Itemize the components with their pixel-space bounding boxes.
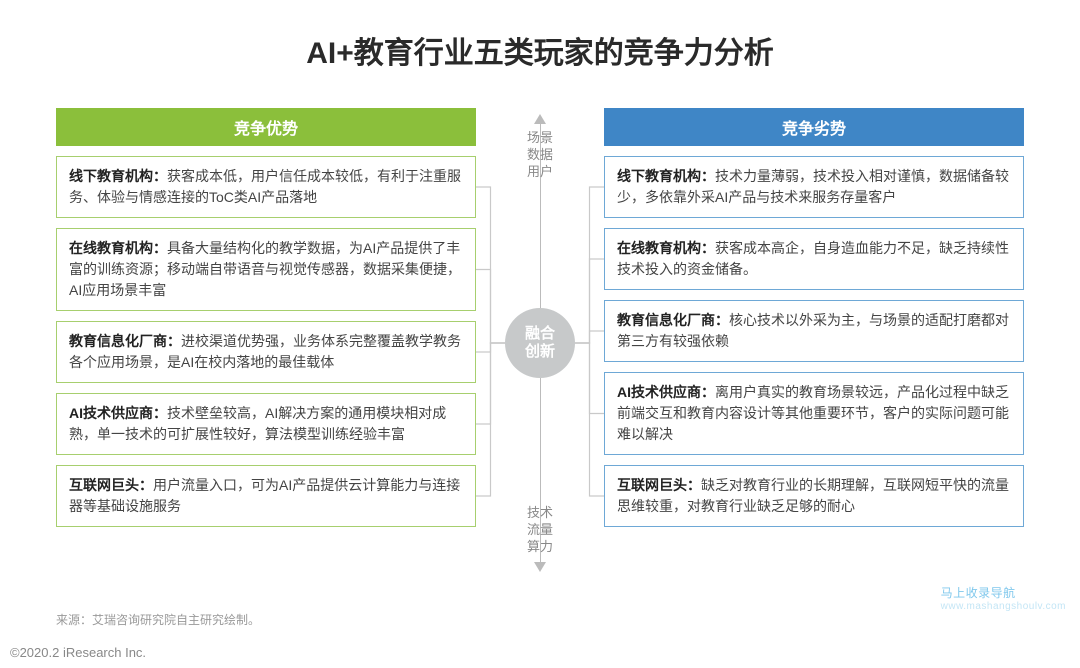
advantage-card-label: 互联网巨头： [69, 477, 153, 493]
disadvantage-card-label: 教育信息化厂商： [617, 312, 729, 328]
disadvantage-card-3: AI技术供应商：离用户真实的教育场景较远，产品化过程中缺乏前端交互和教育内容设计… [604, 372, 1024, 455]
advantage-column: 竞争优势 线下教育机构：获客成本低，用户信任成本较低，有利于注重服务、体验与情感… [56, 108, 476, 527]
advantage-card-4: 互联网巨头：用户流量入口，可为AI产品提供云计算能力与连接器等基础设施服务 [56, 465, 476, 527]
arrow-down-icon [534, 562, 546, 572]
advantage-card-0: 线下教育机构：获客成本低，用户信任成本较低，有利于注重服务、体验与情感连接的To… [56, 156, 476, 218]
disadvantage-card-2: 教育信息化厂商：核心技术以外采为主，与场景的适配打磨都对第三方有较强依赖 [604, 300, 1024, 362]
disadvantage-card-0: 线下教育机构：技术力量薄弱，技术投入相对谨慎，数据储备较少，多依靠外采AI产品与… [604, 156, 1024, 218]
center-node: 融合 创新 [505, 308, 575, 378]
watermark-main: 马上收录导航 [941, 586, 1016, 600]
disadvantage-card-label: 互联网巨头： [617, 477, 701, 493]
disadvantage-card-label: 线下教育机构： [617, 168, 715, 184]
disadvantage-card-4: 互联网巨头：缺乏对教育行业的长期理解，互联网短平快的流量思维较重，对教育行业缺乏… [604, 465, 1024, 527]
advantage-card-2: 教育信息化厂商：进校渠道优势强，业务体系完整覆盖教学教务各个应用场景，是AI在校… [56, 321, 476, 383]
advantage-card-label: 在线教育机构： [69, 240, 167, 256]
advantage-card-1: 在线教育机构：具备大量结构化的教学数据，为AI产品提供了丰富的训练资源；移动端自… [56, 228, 476, 311]
watermark-sub: www.mashangshoulv.com [941, 601, 1066, 612]
disadvantage-card-1: 在线教育机构：获客成本高企，自身造血能力不足，缺乏持续性技术投入的资金储备。 [604, 228, 1024, 290]
center-axis: 场景 数据 用户 技术 流量 算力 融合 创新 [476, 108, 604, 578]
advantage-header: 竞争优势 [56, 108, 476, 146]
footer-source: 来源：艾瑞咨询研究院自主研究绘制。 [56, 611, 260, 628]
advantage-card-label: AI技术供应商： [69, 405, 167, 421]
disadvantage-card-label: 在线教育机构： [617, 240, 715, 256]
advantage-card-label: 教育信息化厂商： [69, 333, 181, 349]
page-title: AI+教育行业五类玩家的竞争力分析 [0, 28, 1080, 72]
disadvantage-column: 竞争劣势 线下教育机构：技术力量薄弱，技术投入相对谨慎，数据储备较少，多依靠外采… [604, 108, 1024, 527]
footer-copyright: ©2020.2 iResearch Inc. [10, 645, 146, 660]
disadvantage-card-label: AI技术供应商： [617, 384, 715, 400]
advantage-card-3: AI技术供应商：技术壁垒较高，AI解决方案的通用模块相对成熟，单一技术的可扩展性… [56, 393, 476, 455]
watermark: 马上收录导航 www.mashangshoulv.com [941, 584, 1066, 612]
axis-label-top: 场景 数据 用户 [527, 130, 553, 181]
advantage-card-label: 线下教育机构： [69, 168, 167, 184]
arrow-up-icon [534, 114, 546, 124]
axis-label-bottom: 技术 流量 算力 [527, 505, 553, 556]
disadvantage-header: 竞争劣势 [604, 108, 1024, 146]
